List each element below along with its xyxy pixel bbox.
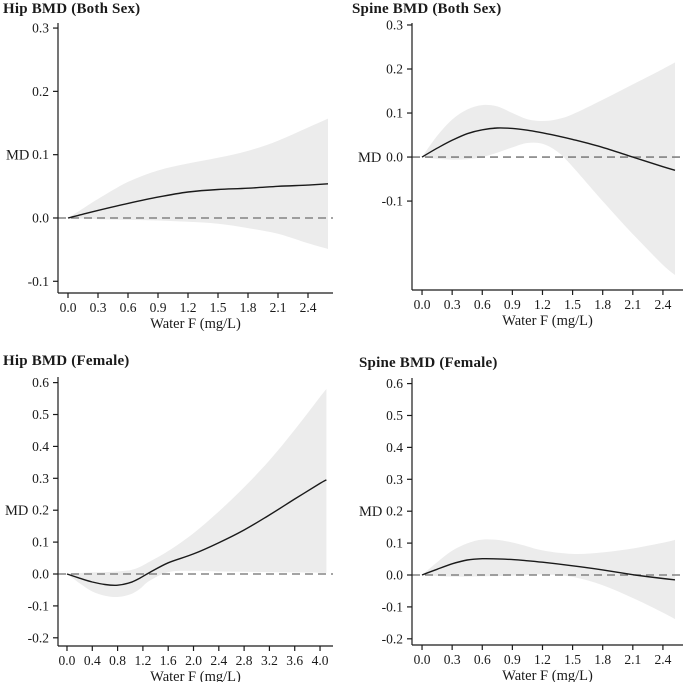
panel-title: Spine BMD (Both Sex) xyxy=(352,1,502,17)
x-tick-label: 0.0 xyxy=(59,653,76,668)
y-tick-label: 0.1 xyxy=(32,535,49,550)
y-tick-label: 0.2 xyxy=(386,62,403,77)
plot-hip-bmd-female: 0.6 0.5 0.4 0.3 0.2 0.1 0.0 -0.1 -0.2 0.0 0.4 0.8 1.… xyxy=(5,375,333,682)
x-tick-label: 2.1 xyxy=(624,652,641,667)
x-tick-label: 0.9 xyxy=(504,297,521,312)
x-tick-label: 1.6 xyxy=(160,653,177,668)
y-tick-label: 0.3 xyxy=(386,472,403,487)
y-tick-label: 0.6 xyxy=(32,375,49,390)
y-tick-label: 0.3 xyxy=(32,21,49,36)
y-tick-label: 0.2 xyxy=(386,504,403,519)
y-tick-label: 0.6 xyxy=(386,376,403,391)
x-tick-label: 2.4 xyxy=(210,653,227,668)
x-tick-label: 2.1 xyxy=(270,300,287,315)
plot-spine-bmd-both-sex: 0.3 0.2 0.1 0.0 -0.1 0.0 0.3 0.6 0.9 1.2 1.5 1.8 2.1… xyxy=(358,17,683,329)
x-tick-label: 1.2 xyxy=(134,653,151,668)
y-tick-label: 0.5 xyxy=(386,408,403,423)
y-tick-label: 0.0 xyxy=(386,150,403,165)
panel-spine-bmd-both-sex: Spine BMD (Both Sex) 0.3 0.2 0.1 0.0 -0.1 0.0… xyxy=(342,0,685,341)
y-axis-title: MD xyxy=(358,150,381,166)
x-tick-label: 2.4 xyxy=(654,652,671,667)
y-tick-label: 0.0 xyxy=(32,567,49,582)
x-tick-label: 4.0 xyxy=(312,653,329,668)
y-tick-label: 0.1 xyxy=(386,106,403,121)
md-curve xyxy=(421,127,676,171)
x-tick-label: 0.3 xyxy=(90,300,107,315)
x-tick-label: 0.8 xyxy=(109,653,126,668)
y-tick-label: 0.0 xyxy=(386,568,403,583)
y-tick-label: 0.2 xyxy=(32,503,49,518)
y-tick-label: -0.1 xyxy=(382,599,403,614)
y-tick-label: 0.5 xyxy=(32,407,49,422)
panel-hip-bmd-female: Hip BMD (Female) 0.6 0.5 0.4 0.3 0.2 0.1 0.0 -0… xyxy=(0,341,342,682)
y-tick-label: 0.3 xyxy=(32,471,49,486)
x-tick-label: 0.0 xyxy=(414,652,431,667)
y-tick-label: 0.2 xyxy=(32,84,49,99)
y-tick-label: 0.4 xyxy=(386,440,403,455)
x-tick-label: 3.6 xyxy=(286,653,303,668)
confidence-band xyxy=(422,62,675,276)
confidence-band xyxy=(422,539,675,619)
x-axis-title: Water F (mg/L) xyxy=(150,669,241,682)
plot-spine-bmd-female: 0.6 0.5 0.4 0.3 0.2 0.1 0.0 -0.1 -0.2 0.0 0.3 0.6 0.… xyxy=(359,376,683,682)
x-axis-title: Water F (mg/L) xyxy=(502,313,593,329)
x-tick-label: 2.4 xyxy=(654,297,671,312)
x-tick-label: 1.8 xyxy=(594,297,611,312)
x-tick-label: 1.5 xyxy=(564,652,581,667)
confidence-band xyxy=(67,389,327,598)
x-tick-label: 0.3 xyxy=(444,652,461,667)
y-tick-label: -0.1 xyxy=(382,194,403,209)
y-axis-title: MD xyxy=(359,504,382,520)
md-curve xyxy=(67,183,329,219)
x-tick-label: 0.0 xyxy=(414,297,431,312)
md-curve xyxy=(66,479,327,587)
x-tick-label: 1.5 xyxy=(210,300,227,315)
x-tick-label: 1.5 xyxy=(564,297,581,312)
x-tick-label: 0.9 xyxy=(504,652,521,667)
y-tick-label: 0.1 xyxy=(32,147,49,162)
y-tick-label: 0.4 xyxy=(32,439,49,454)
y-axis-title: MD xyxy=(6,148,29,164)
panel-spine-bmd-female: Spine BMD (Female) 0.6 0.5 0.4 0.3 0.2 0.1 0.0… xyxy=(342,341,685,682)
x-tick-label: 1.2 xyxy=(534,297,551,312)
x-tick-label: 0.3 xyxy=(444,297,461,312)
y-axis-title: MD xyxy=(5,503,28,519)
x-tick-label: 2.0 xyxy=(185,653,202,668)
panel-hip-bmd-both-sex: Hip BMD (Both Sex) 0.3 0.2 0.1 0.0 -0.1 0.0 0.… xyxy=(0,0,342,341)
y-tick-label: 0.3 xyxy=(386,17,403,32)
x-tick-label: 0.6 xyxy=(474,297,491,312)
panel-title: Hip BMD (Both Sex) xyxy=(3,1,141,17)
y-tick-label: -0.2 xyxy=(382,631,403,646)
x-axis-title: Water F (mg/L) xyxy=(502,668,593,682)
plot-hip-bmd-both-sex: 0.3 0.2 0.1 0.0 -0.1 0.0 0.3 0.6 0.9 1.2 1.5 1.8 2.1… xyxy=(6,21,333,332)
x-tick-label: 0.9 xyxy=(150,300,167,315)
y-tick-label: 0.0 xyxy=(32,210,49,225)
x-tick-label: 3.2 xyxy=(261,653,278,668)
y-tick-label: -0.2 xyxy=(28,630,49,645)
panel-title: Spine BMD (Female) xyxy=(359,355,498,371)
x-tick-label: 2.4 xyxy=(300,300,317,315)
y-tick-label: -0.1 xyxy=(28,598,49,613)
x-tick-label: 1.2 xyxy=(534,652,551,667)
x-axis-title: Water F (mg/L) xyxy=(150,316,241,332)
panel-title: Hip BMD (Female) xyxy=(3,353,130,369)
x-tick-label: 0.0 xyxy=(60,300,77,315)
x-tick-label: 1.8 xyxy=(240,300,257,315)
x-tick-label: 0.6 xyxy=(474,652,491,667)
x-tick-label: 1.2 xyxy=(180,300,197,315)
md-curve xyxy=(421,557,676,581)
x-tick-label: 2.1 xyxy=(624,297,641,312)
y-tick-label: -0.1 xyxy=(28,274,49,289)
x-tick-label: 0.4 xyxy=(84,653,101,668)
x-tick-label: 2.8 xyxy=(236,653,253,668)
x-tick-label: 0.6 xyxy=(120,300,137,315)
x-tick-label: 1.8 xyxy=(594,652,611,667)
confidence-band xyxy=(68,118,328,249)
y-tick-label: 0.1 xyxy=(386,536,403,551)
